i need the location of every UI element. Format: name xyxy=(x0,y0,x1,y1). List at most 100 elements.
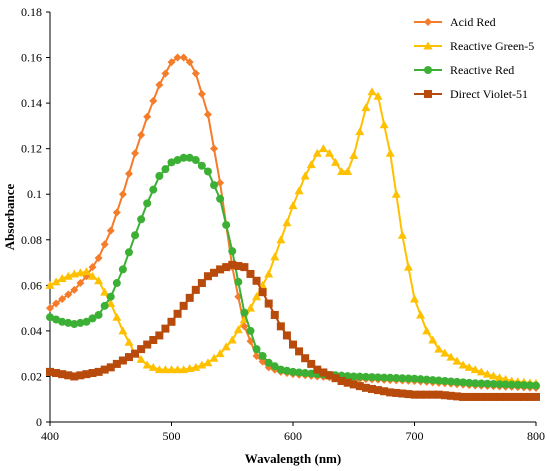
data-point xyxy=(367,384,376,393)
x-tick-label: 400 xyxy=(41,429,59,443)
data-point xyxy=(100,301,109,310)
data-point xyxy=(167,58,176,67)
data-point xyxy=(118,356,127,365)
series-line xyxy=(49,90,537,385)
data-point xyxy=(197,90,206,98)
data-point xyxy=(465,392,474,401)
data-point xyxy=(191,69,200,78)
data-point xyxy=(173,156,182,165)
data-point xyxy=(124,169,133,178)
data-point xyxy=(276,235,286,244)
data-point xyxy=(203,272,212,281)
data-point xyxy=(337,377,346,385)
data-point xyxy=(264,269,274,278)
data-point xyxy=(403,262,413,271)
data-point xyxy=(106,363,115,372)
data-point xyxy=(70,285,79,294)
data-point xyxy=(88,314,97,323)
data-point xyxy=(519,392,528,401)
data-point xyxy=(532,381,540,390)
data-point xyxy=(70,372,79,381)
data-point xyxy=(324,148,334,157)
data-point xyxy=(88,369,97,378)
data-point xyxy=(446,352,456,361)
data-point xyxy=(124,248,133,257)
data-point xyxy=(482,369,492,378)
data-point xyxy=(148,362,158,371)
y-axis-title: Absorbance xyxy=(2,184,17,251)
y-tick-label: 0.04 xyxy=(21,324,42,338)
data-point xyxy=(385,148,395,157)
y-tick-label: 0.18 xyxy=(21,5,42,19)
data-point xyxy=(440,391,449,400)
data-point xyxy=(234,277,243,286)
data-point xyxy=(112,208,121,217)
data-point xyxy=(258,288,267,297)
data-point xyxy=(46,304,54,313)
x-tick-label: 500 xyxy=(163,429,181,443)
data-point xyxy=(428,335,438,344)
data-point xyxy=(136,354,146,363)
data-point xyxy=(270,252,280,261)
data-point xyxy=(118,265,127,274)
data-point xyxy=(64,371,73,380)
data-point xyxy=(51,277,61,286)
data-point xyxy=(167,158,176,167)
data-point xyxy=(203,167,212,176)
data-point xyxy=(100,240,109,249)
y-tick-label: 0.16 xyxy=(21,51,42,65)
data-point xyxy=(197,279,206,288)
legend-swatch-marker xyxy=(424,18,432,26)
data-point xyxy=(191,285,200,294)
data-point xyxy=(58,370,67,379)
data-point xyxy=(416,375,425,384)
data-point xyxy=(76,279,85,288)
data-point xyxy=(94,254,103,262)
data-point xyxy=(489,392,498,401)
data-point xyxy=(489,379,498,388)
data-point xyxy=(380,387,389,396)
data-point xyxy=(161,165,170,174)
data-point xyxy=(343,378,352,387)
data-point xyxy=(252,351,261,360)
data-point xyxy=(374,386,383,395)
data-point xyxy=(57,274,67,282)
data-point xyxy=(495,373,505,382)
data-point xyxy=(446,391,455,400)
data-point xyxy=(289,367,297,376)
data-point xyxy=(64,318,73,327)
data-point xyxy=(149,96,158,105)
data-point xyxy=(82,370,91,379)
data-point xyxy=(404,374,413,383)
data-point xyxy=(306,160,316,169)
data-point xyxy=(246,269,255,278)
legend-label: Acid Red xyxy=(450,15,496,29)
data-point xyxy=(470,365,480,374)
data-point xyxy=(137,215,146,224)
data-point xyxy=(294,186,304,195)
data-point xyxy=(374,373,383,382)
data-point xyxy=(227,335,237,344)
x-tick-label: 600 xyxy=(284,429,302,443)
data-point xyxy=(465,378,474,387)
data-point xyxy=(367,373,376,382)
data-point xyxy=(446,377,455,386)
y-tick-label: 0.02 xyxy=(21,369,42,383)
data-point xyxy=(318,144,328,153)
legend-item: Acid Red xyxy=(414,15,496,29)
data-point xyxy=(155,172,164,180)
data-point xyxy=(46,367,54,376)
data-point xyxy=(422,326,432,335)
data-point xyxy=(252,345,261,354)
data-point xyxy=(94,276,104,285)
data-point xyxy=(422,375,431,384)
data-point xyxy=(410,294,419,303)
data-point xyxy=(88,271,98,280)
data-point xyxy=(519,381,528,390)
data-point xyxy=(459,378,468,387)
data-point xyxy=(131,231,140,240)
data-point xyxy=(228,247,237,256)
data-point xyxy=(142,360,152,369)
series-reactive-red xyxy=(46,153,540,390)
